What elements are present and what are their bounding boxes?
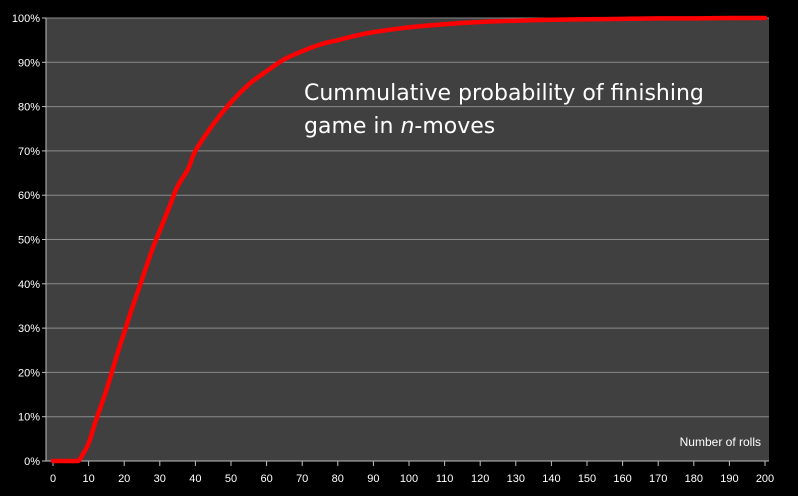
x-tick-labels: 0 10 20 30 40 50 60 70 80 90 100 110 120 130 140 150 160…: [50, 473, 774, 485]
series-line: [50, 15, 768, 464]
x-tick-label: 150: [578, 473, 596, 485]
x-tick-label: 170: [649, 473, 667, 485]
x-tick-label: 50: [225, 473, 237, 485]
y-tick-label: 10%: [18, 412, 40, 424]
y-tick-label: 50%: [18, 235, 40, 247]
annotation-line-1: Cummulative probability of finishing: [304, 81, 704, 106]
x-tick-label: 200: [756, 473, 774, 485]
annotation-line-2-italic: n: [400, 114, 414, 139]
x-tick-label: 180: [685, 473, 703, 485]
y-tick-label: 70%: [18, 146, 40, 158]
x-tick-label: 40: [189, 473, 201, 485]
x-tick-label: 110: [436, 473, 454, 485]
annotation-line-2: game in n-moves: [304, 114, 495, 139]
x-tick-label: 20: [118, 473, 130, 485]
x-tick-label: 70: [296, 473, 308, 485]
x-tick-label: 130: [507, 473, 525, 485]
x-tick-label: 60: [260, 473, 272, 485]
annotation-line-2-suffix: -moves: [414, 114, 495, 139]
axes: [42, 17, 769, 466]
annotation-line-2-prefix: game in: [304, 114, 400, 139]
y-tick-label: 60%: [18, 190, 40, 202]
x-tick-label: 30: [154, 473, 166, 485]
x-axis-title: Number of rolls: [680, 435, 761, 449]
y-tick-label: 30%: [18, 323, 40, 335]
y-tick-label: 0%: [24, 456, 40, 468]
x-tick-label: 10: [82, 473, 94, 485]
y-tick-label: 100%: [12, 13, 40, 25]
y-tick-labels: 0% 10% 20% 30% 40% 50% 60% 70% 80% 90% 100%: [12, 13, 40, 468]
x-tick-label: 80: [332, 473, 344, 485]
y-tick-label: 80%: [18, 102, 40, 114]
x-tick-label: 100: [400, 473, 418, 485]
y-tick-label: 40%: [18, 279, 40, 291]
x-tick-label: 0: [50, 473, 56, 485]
x-tick-label: 90: [367, 473, 379, 485]
x-tick-label: 160: [613, 473, 631, 485]
x-tick-label: 120: [471, 473, 489, 485]
x-tick-label: 140: [542, 473, 560, 485]
y-tick-label: 20%: [18, 367, 40, 379]
x-tick-label: 190: [720, 473, 738, 485]
y-tick-label: 90%: [18, 57, 40, 69]
series-layer: [50, 15, 768, 464]
